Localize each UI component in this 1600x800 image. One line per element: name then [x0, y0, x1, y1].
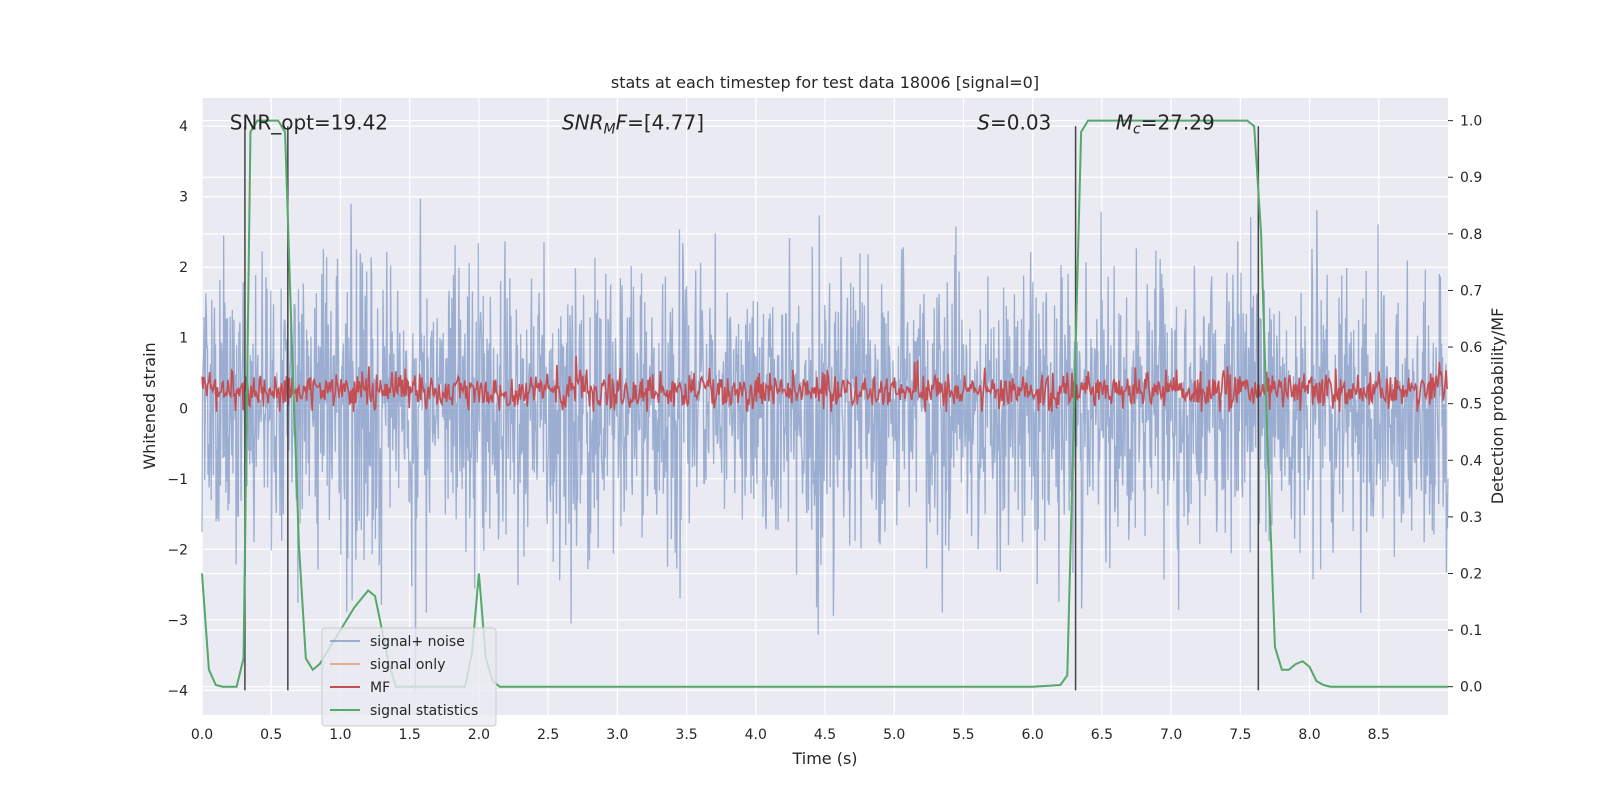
y-tick-label: −1: [167, 472, 188, 488]
y-right-tick-label: 0.0: [1460, 680, 1482, 696]
y-axis-ticks: −4 −3 −2 −1 0 1 2 3 4: [167, 119, 188, 699]
annotation-snr-opt: SNR_opt=19.42: [230, 111, 388, 135]
legend-box: [321, 627, 497, 727]
x-tick-label: 5.0: [883, 727, 905, 743]
y-right-tick-label: 0.7: [1460, 283, 1482, 299]
legend-label-mf: MF: [370, 680, 390, 696]
x-tick-label: 1.0: [329, 727, 351, 743]
annotation-s-value: S=0.03: [977, 111, 1051, 135]
y-tick-label: 1: [179, 331, 188, 347]
x-tick-label: 7.0: [1160, 727, 1182, 743]
x-tick-label: 0.5: [260, 727, 282, 743]
x-tick-label: 8.5: [1368, 727, 1390, 743]
series-signal-statistics: [201, 119, 1448, 688]
annotation-chirp-mass: Mc=27.29: [1116, 111, 1215, 138]
mf-line: [201, 356, 1449, 412]
y-right-tick-label: 0.8: [1460, 227, 1482, 243]
y-tick-label: −2: [167, 542, 188, 558]
y-right-tick-label: 0.5: [1460, 397, 1482, 413]
annotations: SNR_opt=19.42 SNRMF=[4.77] S=0.03 Mc=27.29: [230, 111, 1215, 138]
x-tick-label: 0.0: [191, 727, 213, 743]
y-axis-right-label: Detection probability/MF: [1488, 308, 1507, 505]
y-right-tick-label: 0.4: [1460, 453, 1482, 469]
annotation-snr-mf: SNRMF=[4.77]: [562, 111, 704, 138]
x-tick-label: 3.5: [675, 727, 697, 743]
y-tick-label: 4: [179, 119, 188, 135]
y-right-tick-label: 0.9: [1460, 170, 1482, 186]
x-axis-ticks: 0.0 0.5 1.0 1.5 2.0 2.5 3.0 3.5 4.0 4.5 5.0 5.5 6.0 6…: [191, 727, 1390, 743]
y-right-tick-label: 0.1: [1460, 623, 1482, 639]
legend: signal+ noise signal only MF signal stat…: [321, 627, 497, 727]
y-tick-label: −4: [167, 683, 188, 699]
y-axis-right-ticks: 0.0 0.1 0.2 0.3 0.4 0.5 0.6 0.7 0.8 0.9 1.0: [1448, 114, 1482, 696]
y-right-tick-label: 1.0: [1460, 114, 1482, 130]
legend-label-signal-noise: signal+ noise: [370, 634, 465, 650]
legend-label-signal-statistics: signal statistics: [370, 703, 478, 719]
y-axis-label: Whitened strain: [140, 342, 159, 469]
x-tick-label: 2.5: [537, 727, 559, 743]
x-axis-label: Time (s): [791, 749, 857, 768]
y-right-tick-label: 0.3: [1460, 510, 1482, 526]
y-tick-label: −3: [167, 613, 188, 629]
x-tick-label: 3.0: [606, 727, 628, 743]
y-right-tick-label: 0.6: [1460, 340, 1482, 356]
x-tick-label: 4.0: [745, 727, 767, 743]
series-mf: [201, 356, 1449, 412]
x-tick-label: 2.0: [468, 727, 490, 743]
signal-statistics-line: [201, 119, 1448, 688]
y-tick-label: 0: [179, 401, 188, 417]
legend-label-signal-only: signal only: [370, 657, 445, 673]
y-tick-label: 3: [179, 190, 188, 206]
y-tick-label: 2: [179, 260, 188, 276]
chart-title: stats at each timestep for test data 180…: [611, 73, 1039, 92]
y-right-tick-label: 0.2: [1460, 566, 1482, 582]
x-tick-label: 4.5: [814, 727, 836, 743]
x-tick-label: 6.5: [1091, 727, 1113, 743]
x-tick-label: 5.5: [952, 727, 974, 743]
x-tick-label: 1.5: [399, 727, 421, 743]
x-tick-label: 8.0: [1298, 727, 1320, 743]
x-tick-label: 7.5: [1229, 727, 1251, 743]
x-tick-label: 6.0: [1022, 727, 1044, 743]
